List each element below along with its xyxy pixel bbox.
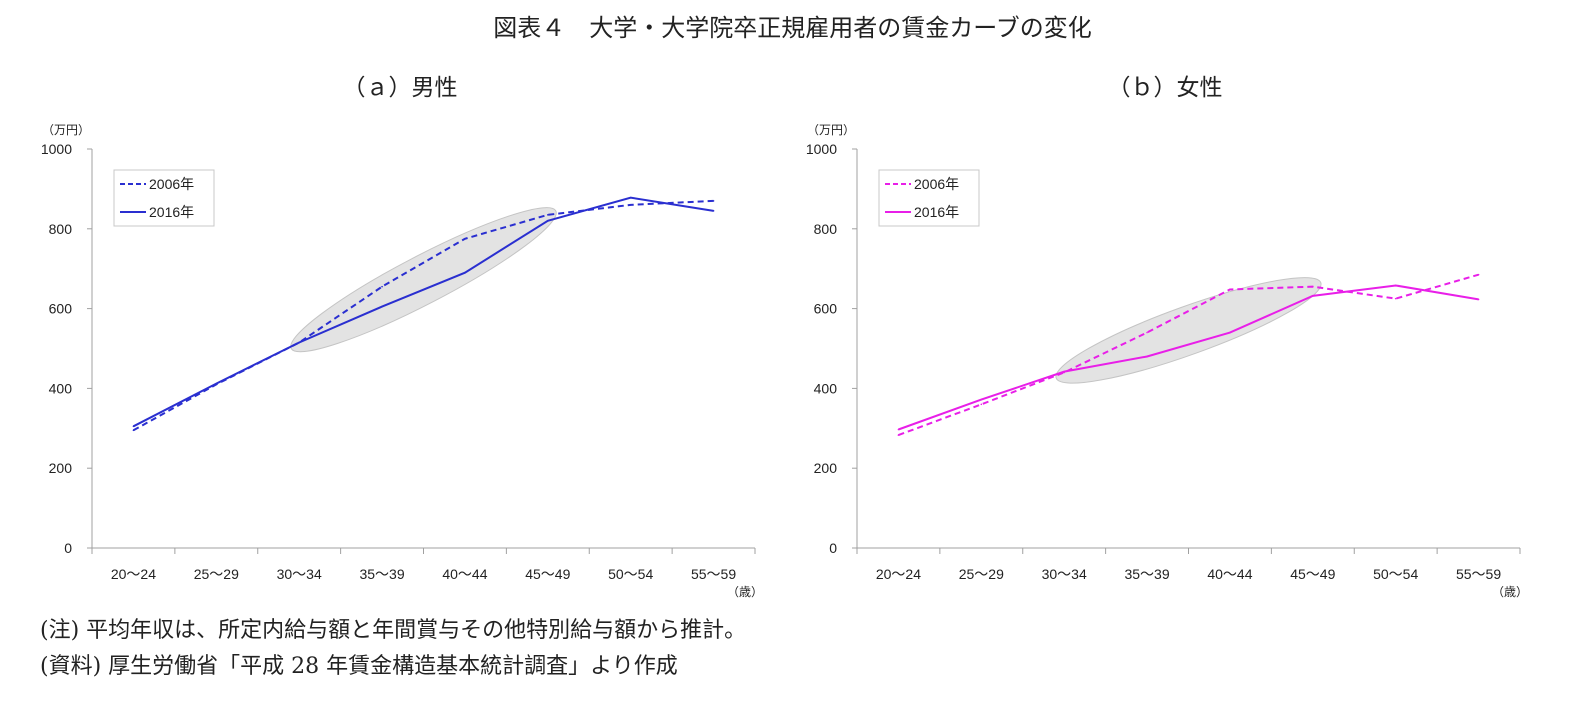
series-1-point (1229, 331, 1231, 334)
series-line-0 (132, 199, 714, 432)
series-1-point (298, 341, 300, 344)
series-0-point (980, 403, 983, 406)
x-tick-label: 55〜59 (691, 566, 736, 582)
y-tick-label: 600 (814, 301, 838, 317)
series-1-point (897, 428, 900, 431)
series-0-point (381, 285, 383, 288)
y-tick-label: 400 (49, 380, 73, 396)
y-unit-label: （万円） (42, 123, 90, 137)
x-tick-label: 50〜54 (608, 566, 653, 582)
series-1-point (132, 425, 135, 428)
panel-title-female: （ｂ）女性 (1107, 75, 1223, 101)
figure-title: 図表４ 大学・大学院卒正規雇用者の賃金カーブの変化 (493, 14, 1092, 42)
series-1-point (215, 382, 218, 385)
y-tick-label: 200 (49, 460, 73, 476)
y-tick-label: 0 (64, 540, 72, 556)
x-tick-label: 35〜39 (359, 566, 404, 582)
y-tick-label: 800 (49, 221, 73, 237)
y-tick-label: 1000 (806, 141, 837, 157)
legend-label: 2006年 (914, 176, 959, 192)
x-tick-label: 20〜24 (876, 566, 921, 582)
series-0-point (547, 214, 549, 216)
x-tick-label: 45〜49 (1290, 566, 1335, 582)
series-line-0 (898, 273, 1479, 437)
series-1-point (1063, 370, 1065, 373)
x-tick-label: 40〜44 (1207, 566, 1252, 582)
series-0-point (629, 204, 632, 206)
series-0-point (712, 200, 715, 202)
legend-label: 2016年 (914, 204, 959, 220)
series-1-point (1394, 284, 1397, 287)
y-tick-label: 400 (814, 380, 838, 396)
series-1-point (547, 220, 549, 222)
series-1-point (1312, 295, 1314, 297)
panel-title-male: （ａ）男性 (342, 75, 458, 101)
source-text: (資料) 厚生労働省「平成 28 年賃金構造基本統計調査」より作成 (40, 654, 678, 679)
y-tick-label: 600 (49, 301, 73, 317)
x-tick-label: 35〜39 (1124, 566, 1169, 582)
legend-box (113, 169, 215, 227)
x-tick-label: 50〜54 (1373, 566, 1418, 582)
x-tick-label: 25〜29 (959, 566, 1004, 582)
series-1-point (1477, 298, 1480, 301)
series-0-point (1312, 285, 1314, 288)
x-tick-label: 45〜49 (525, 566, 570, 582)
chart-female: 0 200 400 600 800 1000 20〜24 25〜29 30〜34 35〜39 40〜… (806, 123, 1528, 599)
highlight-ellipse (1055, 277, 1322, 384)
series-0-point (132, 429, 135, 432)
series-1-point (464, 271, 466, 274)
legend-box (878, 169, 980, 227)
series-0-point (1477, 273, 1480, 276)
series-1-point (712, 210, 715, 212)
x-unit-label: （歳） (1492, 585, 1528, 599)
y-tick-label: 0 (829, 540, 837, 556)
x-tick-label: 40〜44 (442, 566, 487, 582)
series-0-point (1394, 297, 1397, 300)
x-unit-label: （歳） (727, 585, 763, 599)
y-tick-label: 200 (814, 460, 838, 476)
x-tick-label: 25〜29 (194, 566, 239, 582)
series-line-1 (132, 196, 714, 428)
series-0-point (1146, 331, 1148, 334)
legend-label: 2016年 (149, 204, 194, 220)
legend-label: 2006年 (149, 176, 194, 192)
y-unit-label: （万円） (807, 123, 855, 137)
x-tick-label: 20〜24 (111, 566, 156, 582)
note-text: (注) 平均年収は、所定内給与額と年間賞与その他特別給与額から推計。 (40, 618, 747, 643)
x-tick-label: 30〜34 (277, 566, 322, 582)
series-1-point (980, 398, 983, 401)
series-1-point (1146, 355, 1148, 358)
series-0-point (464, 237, 466, 240)
y-tick-label: 800 (814, 221, 838, 237)
highlight-ellipse (290, 207, 557, 353)
series-1-point (381, 305, 383, 308)
series-0-point (1229, 288, 1231, 291)
series-0-point (897, 434, 900, 436)
chart-male: 0 200 400 600 800 1000 20〜24 25〜29 30〜34 35〜39 40〜… (41, 123, 763, 599)
series-1-point (629, 196, 632, 199)
x-tick-label: 30〜34 (1042, 566, 1087, 582)
x-tick-label: 55〜59 (1456, 566, 1501, 582)
y-tick-label: 1000 (41, 141, 72, 157)
series-line-1 (898, 284, 1479, 431)
